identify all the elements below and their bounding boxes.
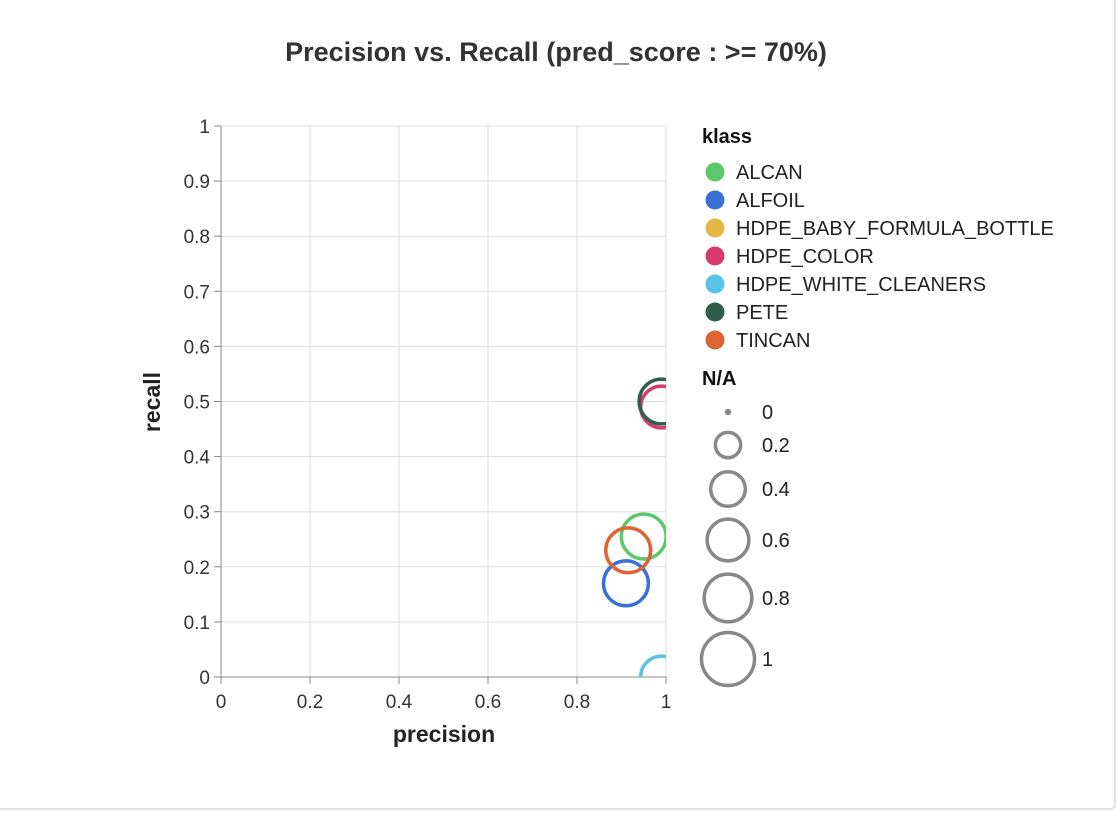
legend-label: HDPE_COLOR — [736, 246, 874, 268]
size-legend-symbol — [708, 469, 748, 509]
x-axis: 0 0.2 0.4 0.6 0.8 1 — [216, 676, 672, 713]
size-legend-symbol — [705, 517, 751, 563]
legend-swatch-tincan — [705, 330, 725, 350]
legend-label: HDPE_WHITE_CLEANERS — [736, 274, 986, 296]
y-tick-label: 0.1 — [184, 613, 210, 634]
grid — [220, 125, 667, 678]
legend-label: HDPE_BABY_FORMULA_BOTTLE — [736, 218, 1054, 240]
legend-label: PETE — [736, 302, 788, 324]
size-legend: 0 0.2 0.4 0.6 0.8 1 — [699, 402, 790, 688]
size-legend-label: 0 — [762, 402, 773, 424]
y-tick-label: 0.9 — [184, 172, 210, 193]
x-axis-title: precision — [393, 721, 495, 747]
legend-swatch-hdpe-color — [705, 246, 725, 266]
size-legend-symbol — [699, 630, 757, 688]
y-tick-label: 0.6 — [184, 337, 210, 358]
y-tick-label: 0.3 — [184, 503, 210, 524]
legend-label: ALCAN — [736, 162, 803, 184]
x-tick-label: 0.8 — [564, 692, 590, 713]
x-tick-label: 0.2 — [297, 692, 323, 713]
legend-swatch-hdpe-white-cleaners — [705, 274, 725, 294]
legend-label: TINCAN — [736, 330, 810, 352]
legend-swatch-alfoil — [705, 190, 725, 210]
point-alfoil — [601, 559, 651, 608]
legend-label: ALFOIL — [736, 190, 805, 212]
point-tincan — [604, 526, 653, 575]
point-pete — [637, 377, 666, 426]
size-legend-title: N/A — [702, 368, 736, 390]
size-legend-symbol — [702, 572, 754, 624]
size-legend-label: 0.6 — [762, 530, 790, 552]
data-points — [601, 377, 666, 677]
size-legend-symbol — [724, 408, 732, 416]
legend-swatch-hdpe-baby-formula-bottle — [705, 218, 725, 238]
y-tick-label: 0.7 — [184, 282, 210, 303]
x-tick-label: 0.4 — [386, 692, 413, 713]
legend-swatch-alcan — [705, 162, 725, 182]
y-tick-label: 0.2 — [184, 558, 210, 579]
y-tick-label: 0.5 — [184, 393, 210, 414]
legend-swatch-pete — [705, 302, 725, 322]
x-tick-label: 0.6 — [475, 692, 501, 713]
y-tick-label: 0 — [199, 668, 210, 689]
size-legend-label: 0.8 — [762, 588, 790, 610]
y-axis: 0 0.1 0.2 0.3 0.4 0.5 0.6 0.7 0.8 0.9 1 — [184, 117, 222, 689]
size-legend-label: 0.2 — [762, 435, 790, 457]
y-tick-label: 0.4 — [184, 448, 211, 469]
size-legend-label: 1 — [762, 649, 773, 671]
size-legend-symbol — [713, 430, 743, 460]
color-legend-title: klass — [702, 126, 752, 148]
size-legend-label: 0.4 — [762, 479, 790, 501]
point-alcan — [619, 512, 666, 561]
y-tick-label: 0.8 — [184, 227, 210, 248]
x-tick-label: 1 — [661, 692, 672, 713]
y-tick-label: 1 — [199, 117, 210, 138]
color-legend: ALCAN ALFOIL HDPE_BABY_FORMULA_BOTTLE HDPE_… — [705, 162, 1054, 352]
y-axis-title: recall — [139, 372, 165, 432]
point-hdpe-color — [638, 384, 666, 430]
chart-title: Precision vs. Recall (pred_score : >= 70… — [285, 37, 827, 67]
point-hdpe-white-cleaners — [638, 654, 666, 677]
x-tick-label: 0 — [216, 692, 227, 713]
